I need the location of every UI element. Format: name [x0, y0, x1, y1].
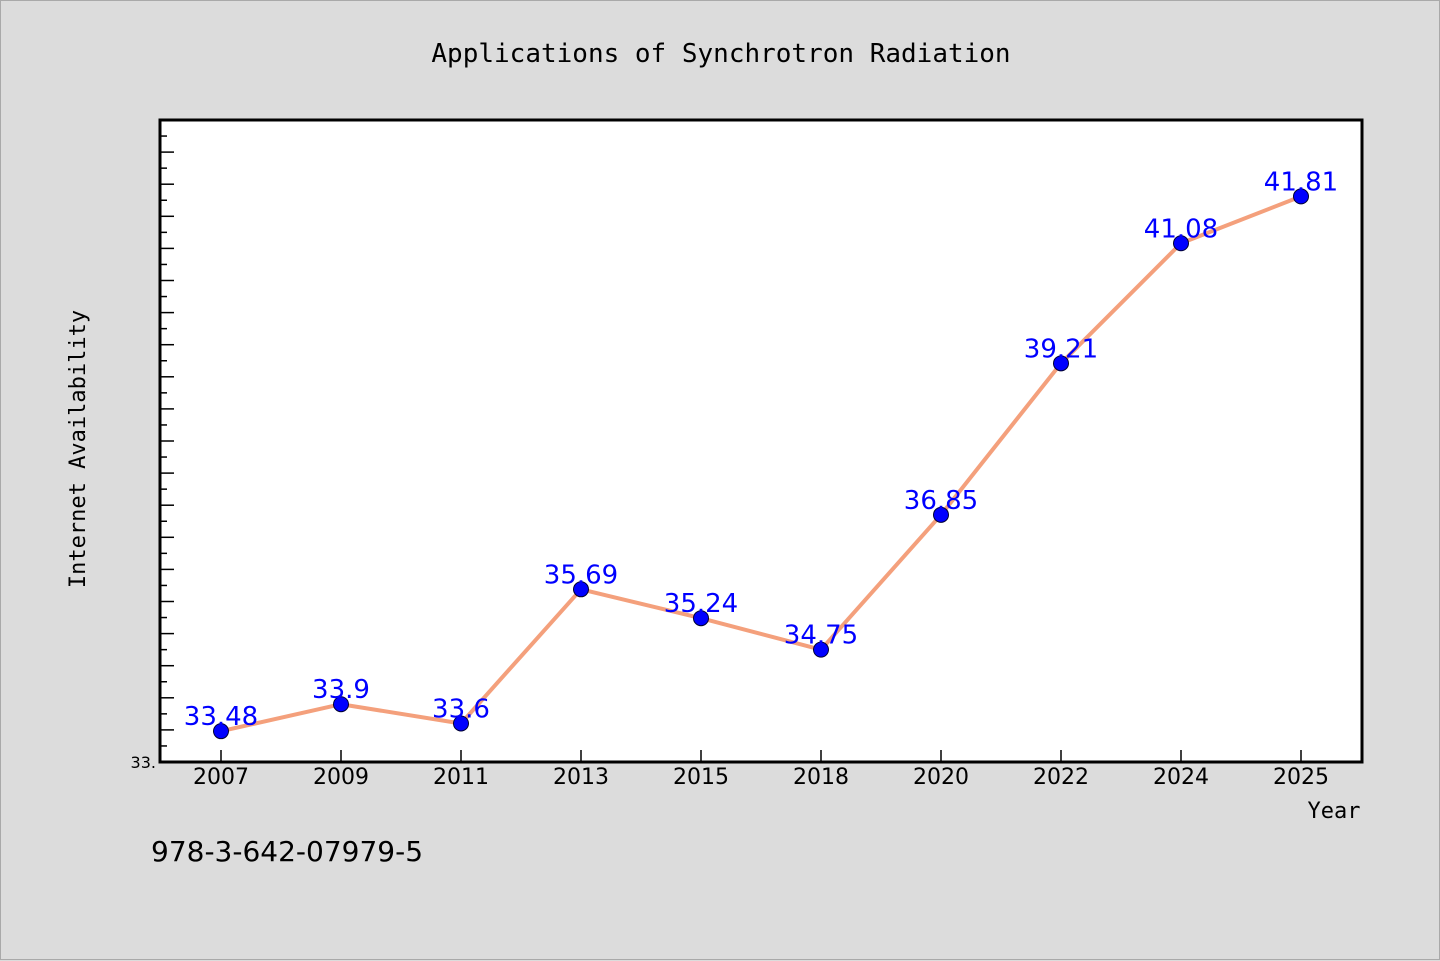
x-tick-label: 2022: [1033, 765, 1089, 790]
data-point-label: 34.75: [784, 621, 858, 651]
x-tick-label: 2009: [313, 765, 369, 790]
data-point-label: 41.08: [1144, 214, 1218, 244]
chart-title: Applications of Synchrotron Radiation: [431, 39, 1010, 69]
x-tick-label: 2013: [553, 765, 609, 790]
data-point-marker: [573, 581, 589, 598]
data-point-label: 39.21: [1024, 334, 1098, 364]
data-point-marker: [1053, 355, 1069, 372]
y-tick-label: 33.: [131, 753, 156, 772]
data-point-marker: [1173, 235, 1189, 252]
data-point-marker: [453, 715, 469, 732]
x-tick-label: 2025: [1273, 765, 1329, 790]
plot-area: [158, 118, 1364, 764]
y-axis-ticks: 33.: [131, 119, 174, 772]
data-point-marker: [693, 610, 709, 627]
data-point-label: 33.48: [184, 702, 258, 732]
data-point-label: 33.6: [432, 694, 490, 724]
x-axis-ticks: 2007 2009 2011 2013 2015 2018 2020 2022 2024 2025: [193, 750, 1329, 790]
x-tick-label: 2018: [793, 765, 849, 790]
x-tick-label: 2020: [913, 765, 969, 790]
data-point-label: 36.85: [904, 486, 978, 516]
data-point-label: 35.69: [544, 560, 618, 590]
data-point-label: 35.24: [664, 589, 738, 619]
x-tick-label: 2011: [433, 765, 489, 790]
x-tick-label: 2015: [673, 765, 729, 790]
footnote-isbn: 978-3-642-07979-5: [151, 835, 424, 868]
data-point-marker: [213, 723, 229, 740]
x-tick-label: 2007: [193, 765, 249, 790]
series-line: [219, 194, 1303, 734]
data-point-label: 33.9: [312, 675, 370, 705]
data-point-label: 41.81: [1264, 167, 1338, 197]
x-axis-label: Year: [1308, 799, 1361, 824]
data-point-marker: [333, 696, 349, 713]
data-point-marker: [813, 641, 829, 658]
y-axis-label: Internet Availability: [66, 310, 91, 588]
x-tick-label: 2024: [1153, 765, 1209, 790]
series-layer: [213, 188, 1309, 740]
data-labels-layer: 33.48 33.9 33.6 35.69 35.24 34.75 36.85 39.21 41…: [184, 167, 1338, 732]
data-point-marker: [1293, 188, 1309, 205]
data-point-marker: [933, 506, 949, 523]
